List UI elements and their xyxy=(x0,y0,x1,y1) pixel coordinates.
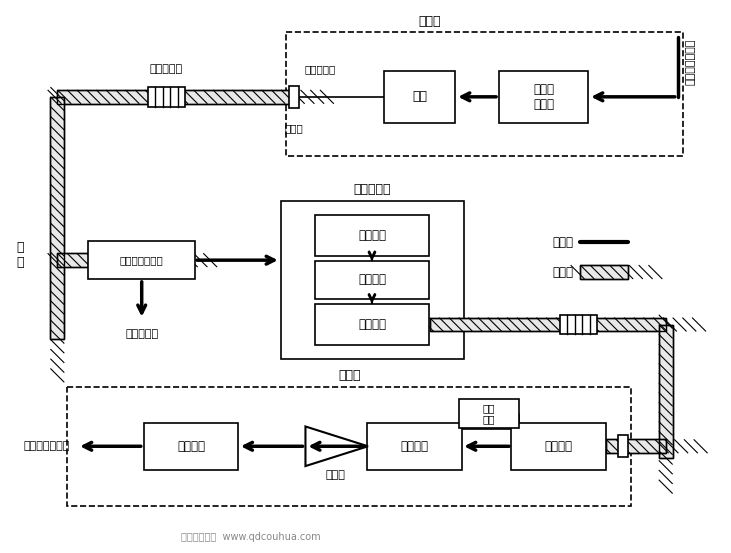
Bar xyxy=(512,422,606,470)
Text: 光发射器: 光发射器 xyxy=(358,318,386,331)
Bar xyxy=(67,387,631,505)
Bar xyxy=(57,90,294,104)
Bar xyxy=(289,86,298,108)
Bar xyxy=(50,97,64,340)
Text: 连接器: 连接器 xyxy=(284,123,303,134)
Text: 光纤耦合器: 光纤耦合器 xyxy=(305,64,336,74)
Text: 奥鹏远程教育  www.qdcouhua.com: 奥鹏远程教育 www.qdcouhua.com xyxy=(181,533,321,542)
Bar xyxy=(88,241,195,279)
Text: 电端机输入信号: 电端机输入信号 xyxy=(686,39,696,85)
Text: 光信号: 光信号 xyxy=(553,265,573,279)
Text: 发射端: 发射端 xyxy=(418,14,441,28)
Bar xyxy=(459,399,519,429)
Bar xyxy=(368,422,462,470)
Text: 光纤合路分路器: 光纤合路分路器 xyxy=(120,255,164,265)
Bar xyxy=(148,87,186,107)
Bar xyxy=(430,317,666,331)
Text: 隔离备用器: 隔离备用器 xyxy=(125,330,159,340)
Text: 放大器: 放大器 xyxy=(325,470,345,480)
Bar xyxy=(659,325,673,458)
Bar xyxy=(315,261,429,299)
Text: 光
缆: 光 缆 xyxy=(16,241,23,269)
Bar xyxy=(659,325,673,458)
Text: 光放大器: 光放大器 xyxy=(545,440,572,453)
Bar xyxy=(315,304,429,345)
Bar xyxy=(580,265,628,279)
Bar xyxy=(57,90,294,104)
Text: 电端机
驱动器: 电端机 驱动器 xyxy=(533,83,554,111)
Text: 信号
处理: 信号 处理 xyxy=(482,403,496,424)
Bar xyxy=(606,439,666,453)
Bar xyxy=(559,315,597,335)
Text: 信号导出: 信号导出 xyxy=(178,440,205,453)
Text: 电信号: 电信号 xyxy=(553,236,573,249)
Bar xyxy=(281,201,464,359)
Bar xyxy=(57,253,176,267)
Bar xyxy=(580,265,628,279)
Text: 电再生器: 电再生器 xyxy=(358,274,386,286)
Polygon shape xyxy=(306,426,368,466)
Bar xyxy=(606,439,666,453)
Bar xyxy=(499,71,588,123)
Bar xyxy=(315,215,429,256)
Text: 光检测器: 光检测器 xyxy=(358,229,386,242)
Bar xyxy=(50,97,64,340)
Text: 接收端: 接收端 xyxy=(339,369,361,382)
Text: 光纤放大盘: 光纤放大盘 xyxy=(150,64,183,74)
Bar xyxy=(430,317,666,331)
Bar xyxy=(286,33,683,156)
Text: 再生中继器: 再生中继器 xyxy=(353,183,390,196)
Bar xyxy=(384,71,455,123)
Text: 光接收器: 光接收器 xyxy=(401,440,428,453)
Bar xyxy=(618,435,628,457)
Text: 光源: 光源 xyxy=(412,90,427,103)
Text: 电端机输出信号: 电端机输出信号 xyxy=(24,441,70,451)
Bar xyxy=(144,422,238,470)
Bar xyxy=(57,253,176,267)
